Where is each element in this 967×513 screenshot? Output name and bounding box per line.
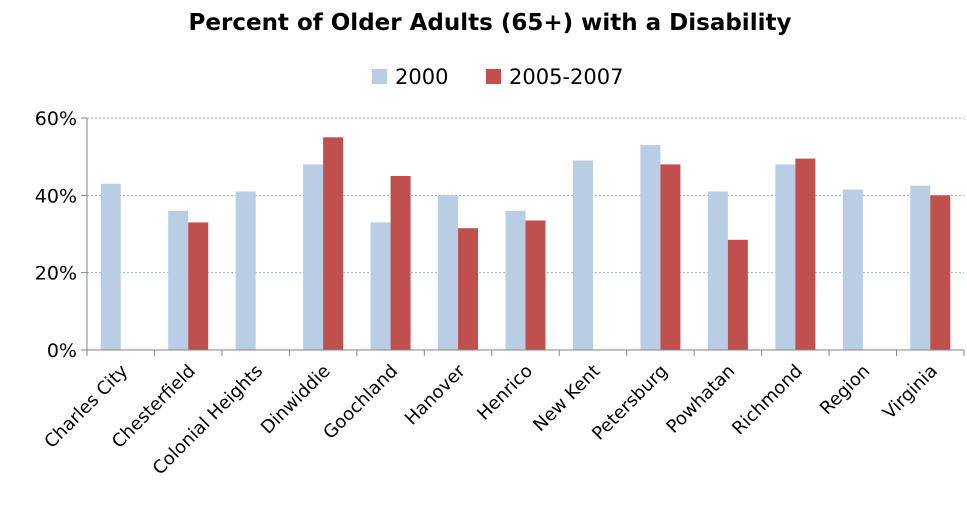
chart-title: Percent of Older Adults (65+) with a Dis…	[189, 10, 792, 36]
x-category-label: Region	[816, 361, 874, 419]
bar-series-2000	[640, 145, 661, 350]
bar-series-2005-2007	[660, 164, 681, 350]
bar-series-2000	[438, 195, 459, 350]
x-category-label: Henrico	[473, 361, 537, 425]
bar-series-2005-2007	[188, 222, 209, 350]
bar-series-2005-2007	[390, 176, 411, 350]
y-tick-label: 0%	[47, 340, 77, 362]
bar-series-2000	[370, 222, 391, 350]
bar-series-2000	[168, 210, 189, 350]
legend-swatch-2000	[372, 69, 387, 84]
bar-series-2000	[235, 191, 256, 350]
bar-series-2000	[100, 183, 121, 350]
bar-series-2000	[505, 210, 526, 350]
bar-series-2000	[572, 160, 593, 350]
y-axis-ticks: 0% 20% 40% 60%	[35, 108, 87, 362]
bar-series-2005-2007	[727, 239, 748, 350]
bar-series-2005-2007	[323, 137, 344, 350]
x-category-label: Richmond	[728, 361, 807, 440]
x-category-label: Hanover	[401, 360, 470, 429]
legend: 2000 2005-2007	[372, 65, 623, 89]
bar-series-2005-2007	[795, 158, 816, 350]
bar-series-2005-2007	[458, 228, 479, 350]
y-tick-label: 60%	[35, 108, 77, 130]
bar-series-2000	[303, 164, 324, 350]
x-category-label: Virginia	[879, 361, 942, 424]
legend-label: 2005-2007	[509, 65, 623, 89]
bar-series-2000	[707, 191, 728, 350]
axes	[86, 118, 965, 356]
bars	[100, 137, 951, 350]
bar-series-2000	[842, 189, 863, 350]
legend-label: 2000	[395, 65, 448, 89]
y-tick-label: 20%	[35, 263, 77, 285]
bar-series-2000	[775, 164, 796, 350]
bar-series-2005-2007	[525, 220, 546, 350]
y-tick-label: 40%	[35, 185, 77, 207]
bar-series-2005-2007	[930, 195, 951, 350]
x-category-label: Powhatan	[662, 361, 739, 438]
legend-swatch-2005-2007	[486, 69, 501, 84]
bar-series-2000	[910, 185, 931, 350]
